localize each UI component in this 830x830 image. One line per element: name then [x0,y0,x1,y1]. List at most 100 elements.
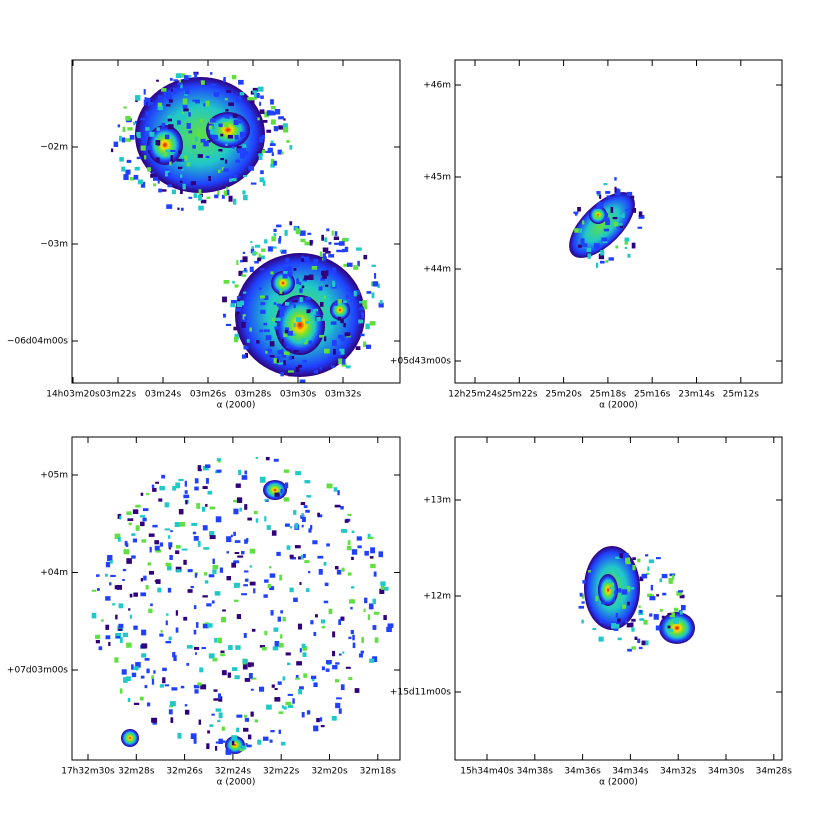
speckle [131,672,137,678]
speckle [360,311,364,315]
speckle [136,132,141,137]
speckle [280,489,283,494]
speckle [328,325,333,329]
speckle [324,284,329,287]
speckle [579,592,583,597]
speckle [270,730,275,733]
speckle [263,594,268,598]
speckle [622,212,625,219]
speckle [637,638,641,644]
speckle [351,549,358,555]
speckle [617,571,623,577]
speckle [149,546,152,553]
speckle [279,290,283,294]
y-tick-label: +13m [423,496,451,506]
speckle [218,169,221,173]
speckle [236,260,239,266]
speckle [273,160,277,166]
speckle [140,492,144,496]
speckle [209,531,215,537]
x-axis-label: α (2000) [217,778,256,788]
speckle [236,301,243,308]
speckle [601,237,608,242]
speckle [367,614,370,621]
speckle [323,600,329,604]
speckle [313,682,318,688]
speckle [632,565,636,571]
speckle [341,567,345,572]
x-tick-label: 25m12s [723,390,760,400]
speckle [168,709,173,715]
speckle [340,505,344,510]
speckle [242,144,247,151]
speckle [249,327,252,332]
speckle [240,300,244,306]
speckle [283,271,288,274]
speckle [231,74,237,80]
speckle [118,628,123,631]
speckle [241,745,247,750]
speckle [625,619,628,624]
speckle [129,593,133,598]
speckle [282,266,288,273]
speckle [311,266,318,270]
speckle [199,119,204,123]
y-tick-label: +12m [423,592,451,602]
speckle [242,175,248,178]
speckle [194,652,197,655]
speckle [328,356,332,360]
speckle [204,464,211,469]
speckle [183,559,187,565]
speckle [170,155,173,162]
speckle [362,300,367,306]
speckle [250,100,255,104]
speckle [146,668,150,674]
speckle [605,213,609,217]
speckle [313,725,319,732]
speckle [363,254,368,260]
speckle [661,573,668,579]
x-tick-label: 32m26s [166,767,203,777]
speckle [247,734,252,740]
speckle [578,605,585,609]
speckle [166,204,173,209]
speckle [177,207,180,210]
speckle [181,167,184,171]
speckle [301,255,304,258]
speckle [680,604,686,611]
speckle [189,74,192,79]
speckle [241,274,247,277]
y-tick-label: +04m [40,568,68,578]
speckle [236,727,240,733]
speckle [167,587,172,593]
speckle [334,504,341,508]
speckle [348,599,355,604]
speckle [338,708,342,714]
speckle [250,248,255,254]
speckle [299,281,302,286]
speckle [333,236,340,241]
speckle [244,504,248,510]
x-tick-label: 17h32m30s [61,767,115,777]
panel-frame [71,436,401,761]
speckle [223,279,230,284]
speckle [300,554,304,560]
speckle [289,355,295,360]
speckle [146,493,150,496]
speckle [323,561,327,566]
speckle [158,498,163,502]
speckle [117,513,122,519]
speckle [173,655,177,662]
speckle [269,341,275,347]
speckle [298,688,303,695]
speckle [270,99,274,105]
speckle [126,511,132,516]
speckle [344,519,349,523]
speckle [632,557,636,561]
speckle [169,555,173,560]
speckle [256,340,260,344]
speckle [190,181,197,186]
speckle [301,338,306,343]
x-tick-label: 34m28s [756,767,793,777]
speckle [277,362,283,365]
